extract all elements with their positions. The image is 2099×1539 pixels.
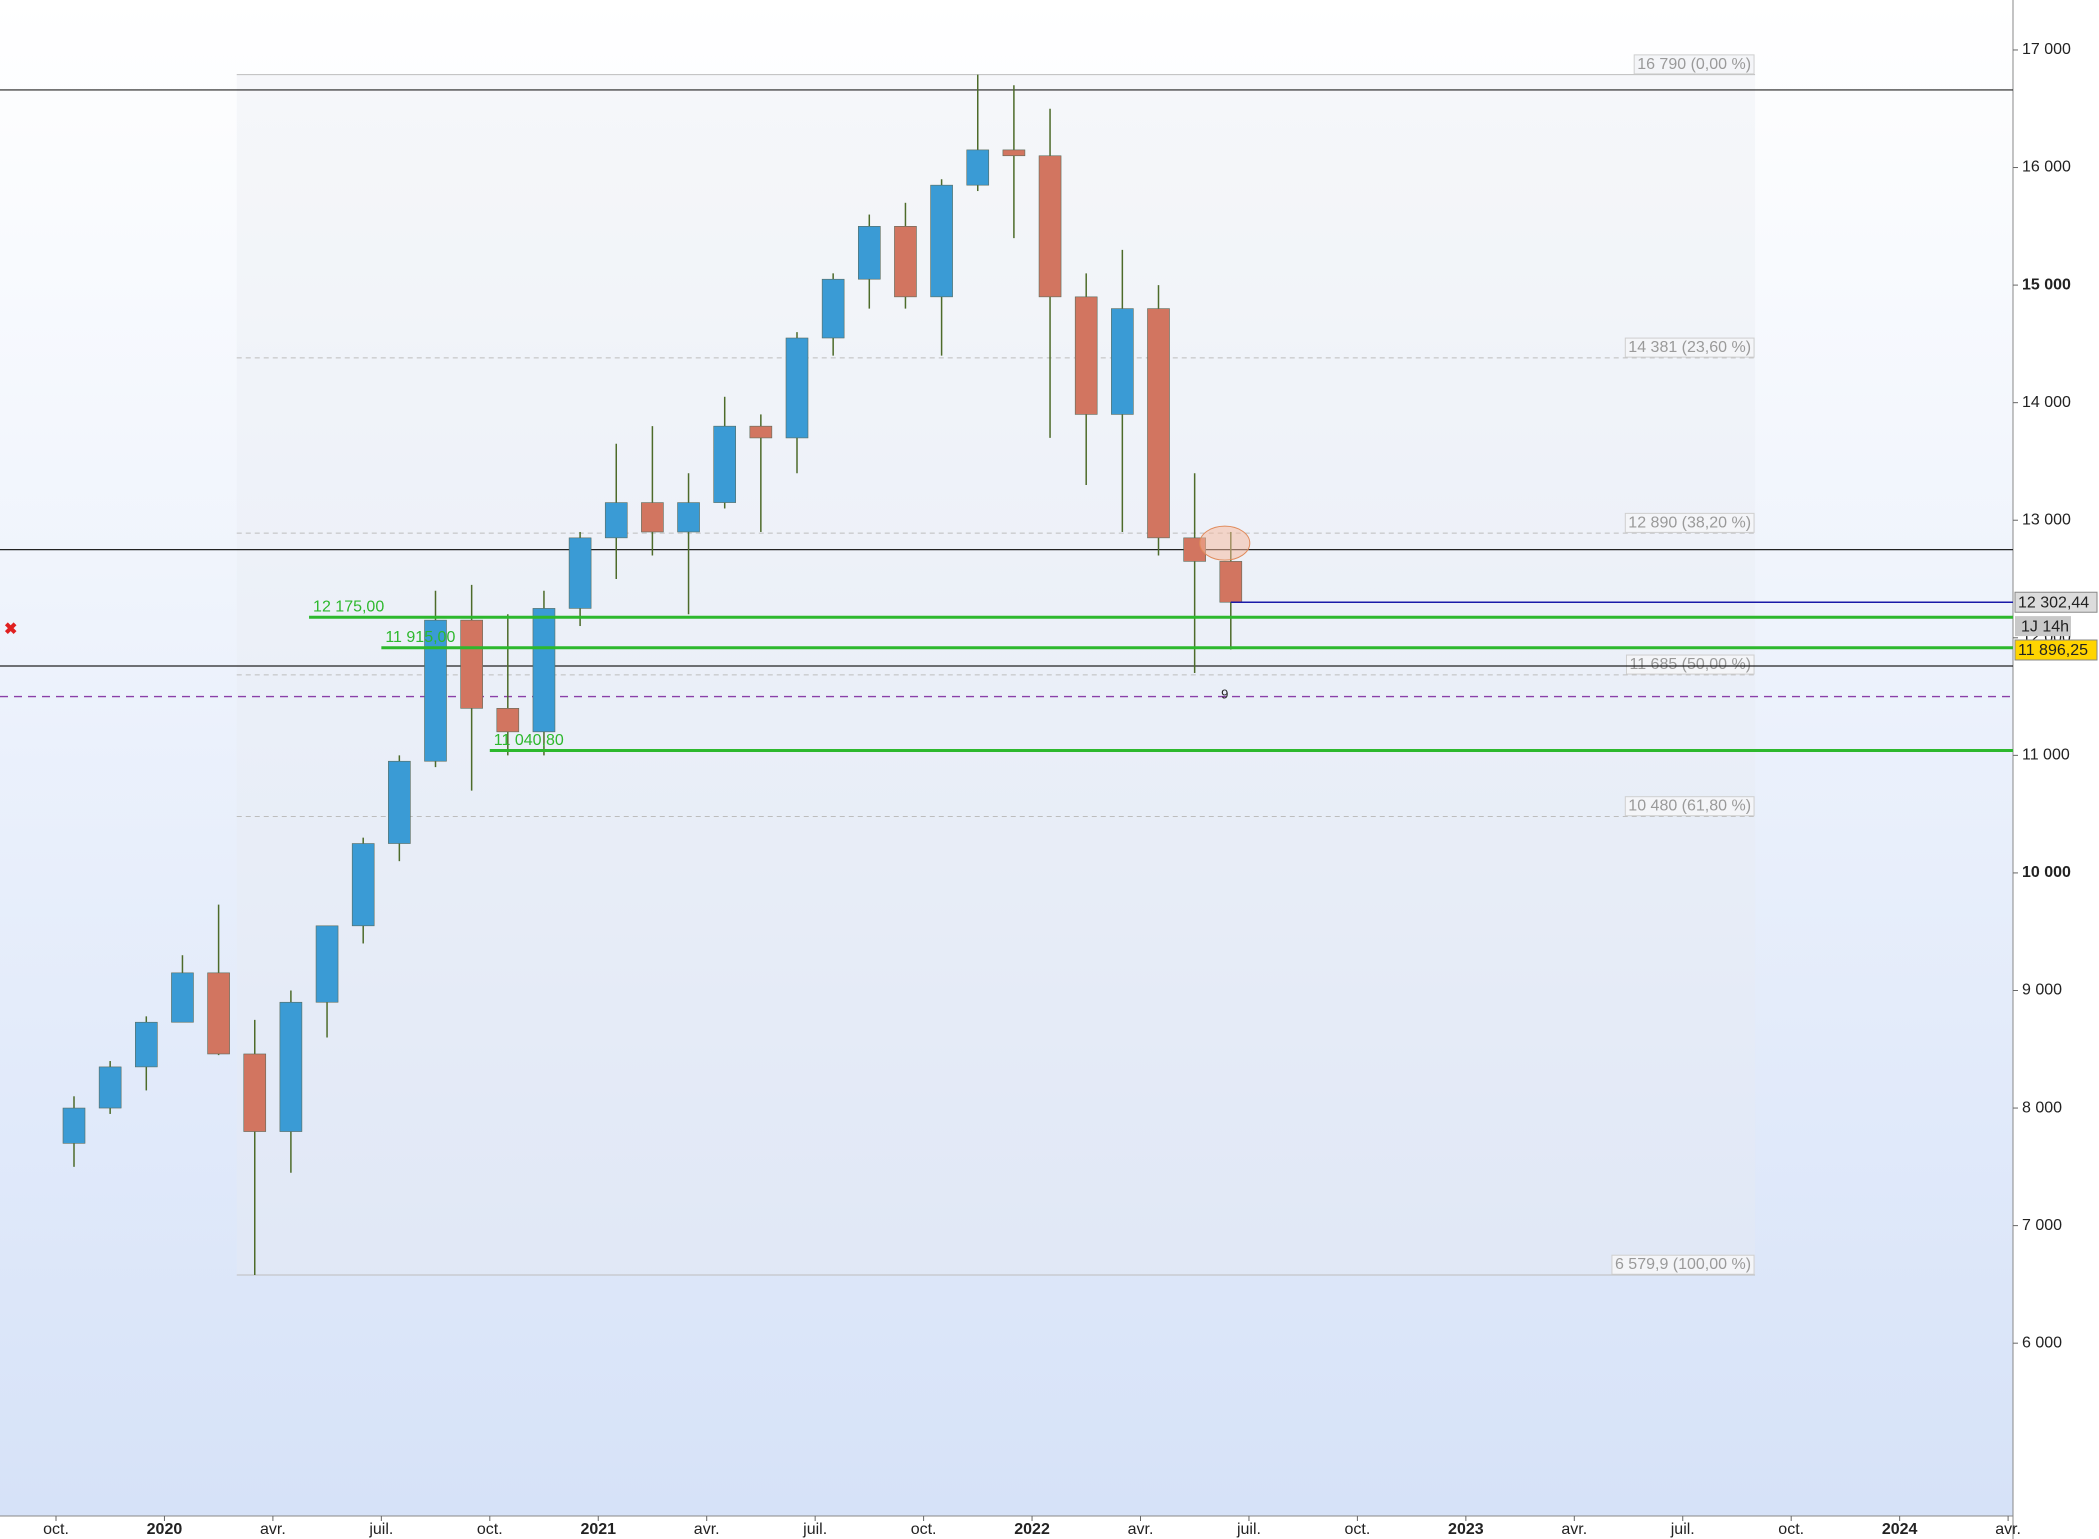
candle-body bbox=[1038, 155, 1062, 298]
candle-body bbox=[424, 619, 447, 762]
y-tick-label: 8 000 bbox=[2022, 1099, 2062, 1116]
candle-body bbox=[532, 608, 556, 733]
candle-body bbox=[713, 425, 737, 503]
fib-label: 6 579,9 (100,00 %) bbox=[1615, 1256, 1751, 1273]
y-tick-label: 10 000 bbox=[2022, 864, 2071, 881]
x-tick-label: avr. bbox=[260, 1521, 286, 1538]
x-tick-label: juil. bbox=[1670, 1521, 1695, 1538]
annotation-circle bbox=[1199, 525, 1251, 561]
candle-body bbox=[315, 925, 339, 1003]
candle-body bbox=[677, 502, 700, 533]
candle-body bbox=[279, 1001, 303, 1132]
y-tick-label: 16 000 bbox=[2022, 159, 2071, 176]
x-tick-label: juil. bbox=[368, 1521, 393, 1538]
candle-body bbox=[98, 1066, 122, 1109]
candle-body bbox=[351, 843, 375, 927]
fib-label-box bbox=[1625, 654, 1755, 675]
fib-label-box bbox=[1624, 337, 1755, 358]
candle-body bbox=[243, 1053, 267, 1132]
y-tick-label: 9 000 bbox=[2022, 982, 2062, 999]
fib-label: 10 480 (61,80 %) bbox=[1628, 798, 1751, 815]
y-tick-label: 11 000 bbox=[2022, 747, 2070, 764]
candle-body bbox=[171, 972, 194, 1023]
price-tag bbox=[2014, 591, 2098, 613]
candle-body bbox=[1074, 296, 1098, 415]
x-tick-label: oct. bbox=[1345, 1521, 1371, 1538]
price-tag bbox=[2014, 639, 2098, 661]
candle-body bbox=[460, 619, 483, 709]
x-tick-label: 2020 bbox=[147, 1521, 183, 1538]
y-tick-label: 7 000 bbox=[2022, 1217, 2062, 1234]
price-tag-label: 11 896,25 bbox=[2018, 642, 2088, 659]
timer-box bbox=[2015, 616, 2071, 637]
y-tick-label: 14 000 bbox=[2022, 394, 2071, 411]
y-tick-label: 15 000 bbox=[2022, 276, 2071, 293]
x-tick-label: oct. bbox=[911, 1521, 937, 1538]
fib-label: 14 381 (23,60 %) bbox=[1628, 339, 1751, 356]
candle-body bbox=[930, 184, 953, 298]
fib-label: 12 890 (38,20 %) bbox=[1628, 514, 1751, 531]
x-tick-label: avr. bbox=[694, 1521, 720, 1538]
candle-body bbox=[62, 1107, 86, 1144]
candle-body bbox=[496, 708, 520, 733]
candle-body bbox=[568, 537, 592, 609]
x-tick-label: juil. bbox=[1236, 1521, 1261, 1538]
x-tick-label: juil. bbox=[802, 1521, 827, 1538]
y-tick-label: 6 000 bbox=[2022, 1334, 2062, 1351]
fib-label-box bbox=[1611, 1254, 1755, 1275]
fib-label-box bbox=[1624, 512, 1755, 533]
fib-label: 11 685 (50,00 %) bbox=[1629, 656, 1751, 673]
x-tick-label: 2023 bbox=[1448, 1521, 1484, 1538]
x-tick-label: avr. bbox=[1995, 1521, 2021, 1538]
candle-body bbox=[857, 226, 881, 280]
candle-body bbox=[604, 502, 628, 539]
candle-body bbox=[894, 226, 917, 298]
fib-label-box bbox=[1633, 54, 1755, 75]
x-tick-label: oct. bbox=[1778, 1521, 1804, 1538]
x-tick-label: oct. bbox=[477, 1521, 503, 1538]
support-label: 12 175,00 bbox=[313, 598, 384, 615]
fib-label: 16 790 (0,00 %) bbox=[1637, 56, 1751, 73]
y-tick-label: 17 000 bbox=[2022, 41, 2071, 58]
price-tag-label: 12 302,44 bbox=[2018, 594, 2089, 611]
x-tick-label: 2022 bbox=[1014, 1521, 1050, 1538]
candle-body bbox=[135, 1021, 158, 1068]
candle-body bbox=[1111, 308, 1134, 415]
candle-body bbox=[1147, 308, 1170, 539]
x-tick-label: avr. bbox=[1561, 1521, 1587, 1538]
fib-label-box bbox=[1624, 796, 1755, 817]
candle-body bbox=[641, 502, 664, 533]
candle-body bbox=[1219, 561, 1243, 603]
candle-body bbox=[785, 337, 809, 439]
close-icon[interactable]: ✖ bbox=[4, 621, 17, 638]
layers: 16 790 (0,00 %) 14 381 (23,60 %) 12 890 (3… bbox=[0, 54, 2013, 1276]
support-label: 11 915,00 bbox=[385, 629, 455, 646]
y-tick-label: 13 000 bbox=[2022, 511, 2071, 528]
x-tick-label: 2024 bbox=[1882, 1521, 1918, 1538]
annotation-text: 9 bbox=[1221, 686, 1228, 701]
candle-body bbox=[749, 425, 773, 439]
support-label: 11 040,80 bbox=[494, 732, 564, 749]
candle-body bbox=[821, 278, 845, 339]
x-tick-label: oct. bbox=[43, 1521, 69, 1538]
candle-body bbox=[388, 760, 411, 844]
candle-body bbox=[966, 149, 990, 186]
x-tick-label: avr. bbox=[1128, 1521, 1154, 1538]
candle-body bbox=[207, 972, 230, 1055]
candle-body bbox=[1002, 149, 1026, 157]
timer-label: 1J 14h bbox=[2021, 618, 2069, 635]
x-tick-label: 2021 bbox=[580, 1521, 616, 1538]
